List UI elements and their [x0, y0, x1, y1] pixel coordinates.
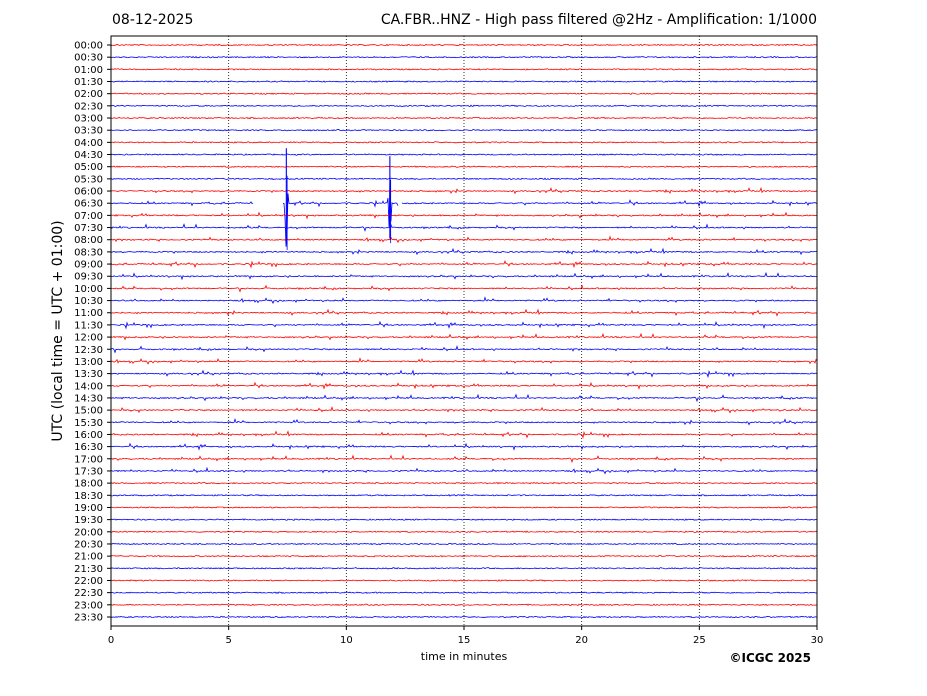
y-tick-label: 18:00: [74, 479, 103, 490]
y-tick-label: 11:30: [74, 320, 103, 331]
trace-0700: [110, 211, 818, 220]
y-tick-label: 04:00: [74, 138, 103, 149]
y-tick-label: 17:30: [74, 466, 103, 477]
date-label: 08-12-2025: [112, 12, 194, 28]
y-tick-label: 12:30: [74, 345, 103, 356]
grid-layer: [228, 36, 700, 626]
trace-1500: [110, 405, 818, 414]
y-tick-label: 17:00: [74, 454, 103, 465]
x-tick-label: 20: [575, 635, 588, 646]
trace-0400: [110, 141, 818, 144]
y-tick-label: 19:00: [74, 503, 103, 514]
y-tick-label: 08:00: [74, 235, 103, 246]
y-tick-label: 06:00: [74, 187, 103, 198]
y-tick-label: 00:30: [74, 53, 103, 64]
y-tick-label: 19:30: [74, 515, 103, 526]
y-tick-label: 16:00: [74, 430, 103, 441]
y-tick-label: 23:00: [74, 600, 103, 611]
y-tick-label: 22:30: [74, 588, 103, 599]
x-axis: 0 5 10 15 20 25 30: [108, 626, 824, 646]
trace-1300: [110, 357, 818, 365]
trace-1630: [110, 442, 818, 451]
trace-1330: [110, 369, 818, 379]
x-tick-label: 0: [108, 635, 114, 646]
trace-2130: [110, 567, 818, 570]
y-tick-label: 06:30: [74, 199, 103, 210]
y-tick-label: 10:00: [74, 284, 103, 295]
y-tick-label: 05:00: [74, 162, 103, 173]
y-tick-label: 14:00: [74, 381, 103, 392]
trace-1600: [110, 430, 818, 439]
trace-2200: [110, 579, 818, 582]
y-tick-label: 03:00: [74, 114, 103, 125]
x-tick-label: 10: [340, 635, 353, 646]
trace-1430: [110, 393, 818, 403]
y-tick-label: 16:30: [74, 442, 103, 453]
trace-1230: [110, 345, 818, 354]
y-tick-label: 15:30: [74, 418, 103, 429]
y-tick-label: 07:00: [74, 211, 103, 222]
y-tick-label: 04:30: [74, 150, 103, 161]
y-tick-label: 20:00: [74, 527, 103, 538]
y-tick-label: 02:30: [74, 101, 103, 112]
x-tick-label: 5: [225, 635, 231, 646]
x-tick-label: 30: [811, 635, 824, 646]
y-tick-label: 14:30: [74, 393, 103, 404]
x-tick-label: 25: [693, 635, 706, 646]
y-tick-label: 13:30: [74, 369, 103, 380]
y-tick-label: 02:00: [74, 89, 103, 100]
y-tick-label: 22:00: [74, 576, 103, 587]
trace-0630: [110, 176, 818, 247]
y-tick-label: 08:30: [74, 247, 103, 258]
trace-0430: [110, 153, 818, 156]
y-tick-label: 21:00: [74, 552, 103, 563]
y-tick-label: 21:30: [74, 564, 103, 575]
y-tick-label: 18:30: [74, 491, 103, 502]
y-tick-label: 11:00: [74, 308, 103, 319]
trace-0730: [110, 223, 818, 232]
y-tick-label: 13:00: [74, 357, 103, 368]
y-tick-label: 00:00: [74, 41, 103, 52]
trace-0500: [110, 165, 818, 168]
y-tick-label: 03:30: [74, 126, 103, 137]
y-tick-label: 01:00: [74, 65, 103, 76]
y-tick-label: 09:00: [74, 260, 103, 271]
trace-0800: [110, 235, 818, 244]
y-tick-label: 09:30: [74, 272, 103, 283]
y-tick-label: 10:30: [74, 296, 103, 307]
y-tick-label: 05:30: [74, 174, 103, 185]
trace-2300: [110, 603, 818, 607]
y-tick-label: 01:30: [74, 77, 103, 88]
trace-1700: [110, 454, 818, 464]
chart-title: CA.FBR..HNZ - High pass filtered @2Hz - …: [380, 12, 817, 28]
trace-2330: [110, 615, 818, 619]
trace-2230: [110, 591, 818, 594]
y-tick-label: 07:30: [74, 223, 103, 234]
y-tick-label: 12:00: [74, 333, 103, 344]
y-tick-label: 20:30: [74, 539, 103, 550]
trace-0600: [110, 186, 818, 195]
trace-0530: [110, 177, 818, 181]
x-tick-label: 15: [458, 635, 471, 646]
copyright-label: ©ICGC 2025: [729, 651, 811, 665]
y-axis-label: UTC (local time = UTC + 01:00): [50, 220, 66, 441]
x-axis-label: time in minutes: [421, 650, 508, 663]
y-tick-label: 15:00: [74, 406, 103, 417]
y-tick-label: 23:30: [74, 612, 103, 623]
trace-1530: [110, 417, 818, 426]
